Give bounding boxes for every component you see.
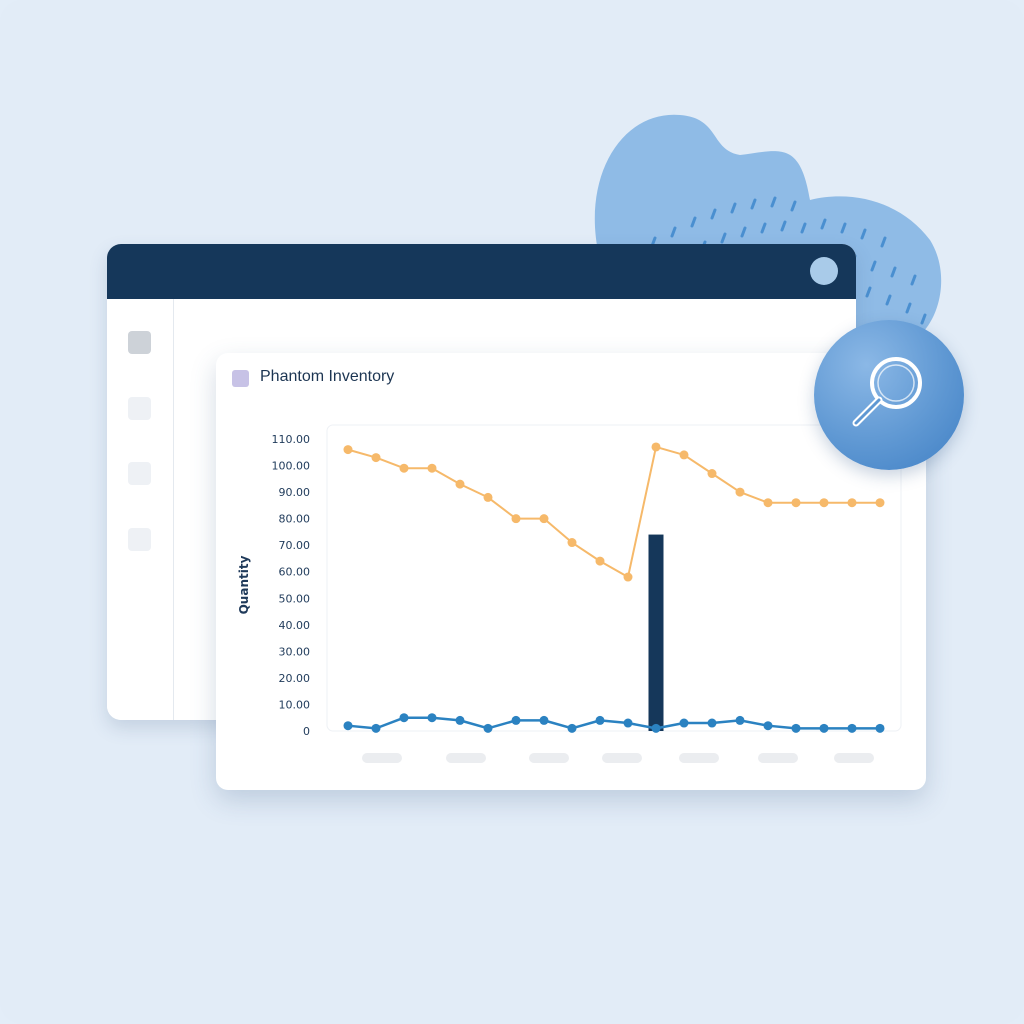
series-line-blue bbox=[347, 716, 880, 730]
data-point bbox=[819, 498, 829, 508]
data-point bbox=[567, 723, 577, 733]
y-tick-label: 30.00 bbox=[279, 645, 311, 658]
data-point bbox=[539, 514, 549, 524]
data-point bbox=[483, 723, 493, 733]
data-point bbox=[763, 498, 773, 508]
data-point bbox=[847, 723, 857, 733]
y-tick-label: 110.00 bbox=[272, 433, 311, 446]
data-point bbox=[819, 723, 829, 733]
y-tick-label: 0 bbox=[303, 725, 310, 738]
data-point bbox=[679, 450, 689, 460]
chart-card: Phantom Inventory 0 10.00 20.00 30.00 40.00 5… bbox=[216, 353, 926, 790]
x-tick-placeholder bbox=[529, 753, 569, 763]
data-point bbox=[595, 556, 605, 566]
data-point bbox=[735, 487, 745, 497]
window-titlebar bbox=[107, 244, 856, 299]
data-point bbox=[707, 718, 717, 728]
data-point bbox=[623, 718, 633, 728]
series-line-orange bbox=[347, 445, 880, 579]
y-tick-label: 90.00 bbox=[279, 486, 311, 499]
x-tick-placeholder bbox=[362, 753, 402, 763]
sidebar-item-1[interactable] bbox=[128, 331, 151, 354]
data-point bbox=[791, 498, 801, 508]
data-point bbox=[651, 442, 661, 452]
data-point bbox=[539, 715, 549, 725]
chart-bar bbox=[648, 534, 664, 731]
sidebar-item-2[interactable] bbox=[128, 397, 151, 420]
data-point bbox=[399, 463, 409, 473]
data-point bbox=[455, 479, 465, 489]
data-point bbox=[371, 453, 381, 463]
data-point bbox=[427, 713, 437, 723]
circle-icon[interactable] bbox=[810, 257, 838, 285]
search-button[interactable] bbox=[814, 320, 964, 470]
sidebar bbox=[107, 299, 174, 720]
data-point bbox=[343, 721, 353, 731]
data-point bbox=[427, 463, 437, 473]
data-point bbox=[455, 715, 465, 725]
x-tick-placeholder bbox=[602, 753, 642, 763]
data-point bbox=[511, 715, 521, 725]
data-point bbox=[707, 469, 717, 479]
sidebar-item-3[interactable] bbox=[128, 462, 151, 485]
sidebar-item-4[interactable] bbox=[128, 528, 151, 551]
y-tick-label: 80.00 bbox=[279, 513, 311, 526]
y-tick-label: 70.00 bbox=[279, 539, 311, 552]
y-axis-label: Quantity bbox=[237, 555, 251, 614]
y-tick-label: 10.00 bbox=[279, 698, 311, 711]
square-swatch-icon bbox=[232, 370, 249, 387]
data-point bbox=[483, 492, 493, 502]
y-tick-label: 100.00 bbox=[272, 460, 311, 473]
x-tick-placeholder bbox=[446, 753, 486, 763]
data-point bbox=[623, 572, 633, 582]
data-point bbox=[567, 538, 577, 548]
x-tick-placeholder bbox=[834, 753, 874, 763]
data-point bbox=[511, 514, 521, 524]
data-point bbox=[847, 498, 857, 508]
data-point bbox=[735, 715, 745, 725]
data-point bbox=[651, 723, 661, 733]
data-point bbox=[679, 718, 689, 728]
x-tick-placeholder bbox=[758, 753, 798, 763]
y-tick-label: 20.00 bbox=[279, 672, 311, 685]
y-tick-label: 50.00 bbox=[279, 592, 311, 605]
magnifier-icon bbox=[852, 357, 922, 427]
data-point bbox=[343, 445, 353, 455]
data-point bbox=[791, 723, 801, 733]
y-tick-label: 40.00 bbox=[279, 619, 311, 632]
y-tick-label: 60.00 bbox=[279, 566, 311, 579]
data-point bbox=[371, 723, 381, 733]
card-title: Phantom Inventory bbox=[260, 368, 395, 385]
data-point bbox=[875, 723, 885, 733]
x-tick-placeholder bbox=[679, 753, 719, 763]
data-point bbox=[875, 498, 885, 508]
plot-area bbox=[326, 424, 902, 732]
data-point bbox=[763, 721, 773, 731]
data-point bbox=[399, 713, 409, 723]
line-chart: 0 10.00 20.00 30.00 40.00 50.00 60.00 70.00 80.0… bbox=[237, 424, 902, 763]
data-point bbox=[595, 715, 605, 725]
